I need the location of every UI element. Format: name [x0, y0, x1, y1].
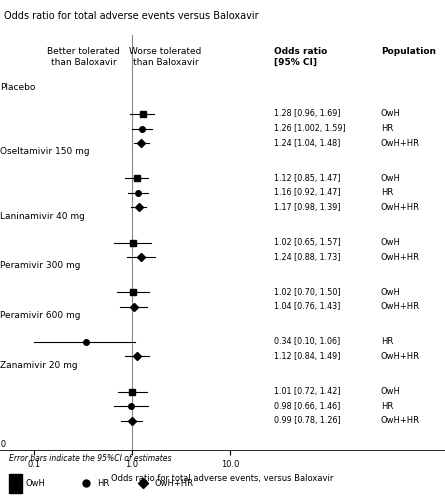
Text: Oseltamivir 150 mg: Oseltamivir 150 mg — [0, 148, 89, 156]
Text: 0.98 [0.66, 1.46]: 0.98 [0.66, 1.46] — [274, 402, 340, 410]
X-axis label: Odds ratio for total adverse events, versus Baloxavir: Odds ratio for total adverse events, ver… — [111, 474, 334, 484]
Text: HR: HR — [381, 124, 393, 133]
Text: OwH+HR: OwH+HR — [381, 302, 420, 312]
Text: 1.26 [1.002, 1.59]: 1.26 [1.002, 1.59] — [274, 124, 345, 133]
Text: Peramivir 300 mg: Peramivir 300 mg — [0, 262, 81, 270]
Text: 0.99 [0.78, 1.26]: 0.99 [0.78, 1.26] — [274, 416, 340, 426]
Text: OwH+HR: OwH+HR — [381, 138, 420, 147]
Text: 1.12 [0.85, 1.47]: 1.12 [0.85, 1.47] — [274, 174, 340, 182]
Text: Worse tolerated
than Baloxavir: Worse tolerated than Baloxavir — [129, 46, 202, 67]
Text: 1.02 [0.65, 1.57]: 1.02 [0.65, 1.57] — [274, 238, 340, 247]
Text: HR: HR — [381, 188, 393, 198]
Text: Peramivir 600 mg: Peramivir 600 mg — [0, 311, 81, 320]
Text: 1.01 [0.72, 1.42]: 1.01 [0.72, 1.42] — [274, 387, 340, 396]
Text: OwH: OwH — [381, 387, 401, 396]
Text: 0.34 [0.10, 1.06]: 0.34 [0.10, 1.06] — [274, 338, 340, 346]
Bar — [9, 474, 22, 492]
Text: Zanamivir 20 mg: Zanamivir 20 mg — [0, 360, 77, 370]
Text: 0.0: 0.0 — [0, 440, 7, 448]
Text: OwH+HR: OwH+HR — [381, 252, 420, 262]
Text: 1.17 [0.98, 1.39]: 1.17 [0.98, 1.39] — [274, 203, 340, 212]
Text: OwH: OwH — [381, 238, 401, 247]
Text: Odds ratio
[95% CI]: Odds ratio [95% CI] — [274, 46, 327, 67]
Text: 1.16 [0.92, 1.47]: 1.16 [0.92, 1.47] — [274, 188, 340, 198]
Text: OwH: OwH — [381, 110, 401, 118]
Text: 1.12 [0.84, 1.49]: 1.12 [0.84, 1.49] — [274, 352, 340, 361]
Text: 1.28 [0.96, 1.69]: 1.28 [0.96, 1.69] — [274, 110, 340, 118]
Text: HR: HR — [381, 402, 393, 410]
Text: OwH: OwH — [381, 174, 401, 182]
Text: Better tolerated
than Baloxavir: Better tolerated than Baloxavir — [47, 46, 120, 67]
Text: OwH: OwH — [381, 288, 401, 296]
Text: OwH+HR: OwH+HR — [154, 478, 193, 488]
Text: OwH+HR: OwH+HR — [381, 203, 420, 212]
Text: OwH+HR: OwH+HR — [381, 352, 420, 361]
Text: OwH+HR: OwH+HR — [381, 416, 420, 426]
Text: Placebo: Placebo — [0, 83, 35, 92]
Text: Population: Population — [381, 46, 436, 56]
Text: 1.02 [0.70, 1.50]: 1.02 [0.70, 1.50] — [274, 288, 340, 296]
Text: OwH: OwH — [26, 478, 45, 488]
Text: Laninamivir 40 mg: Laninamivir 40 mg — [0, 212, 85, 220]
Text: 1.04 [0.76, 1.43]: 1.04 [0.76, 1.43] — [274, 302, 340, 312]
Text: 1.24 [1.04, 1.48]: 1.24 [1.04, 1.48] — [274, 138, 340, 147]
Text: HR: HR — [97, 478, 109, 488]
Text: Error bars indicate the 95%CI of estimates: Error bars indicate the 95%CI of estimat… — [9, 454, 171, 463]
Text: HR: HR — [381, 338, 393, 346]
Text: Odds ratio for total adverse events versus Baloxavir: Odds ratio for total adverse events vers… — [4, 11, 259, 21]
Text: 1.24 [0.88, 1.73]: 1.24 [0.88, 1.73] — [274, 252, 340, 262]
